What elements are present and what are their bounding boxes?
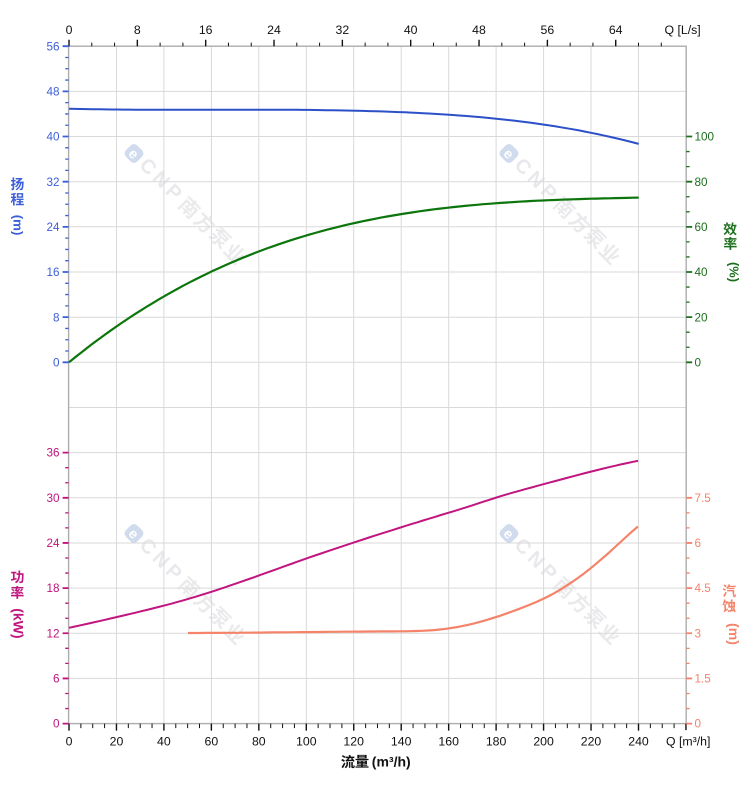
svg-text:40: 40 [404,23,418,37]
svg-text:24: 24 [46,537,60,550]
svg-text:0: 0 [66,23,73,37]
svg-text:36: 36 [46,447,59,460]
svg-text:160: 160 [438,734,459,748]
svg-text:(m³/h): (m³/h) [372,754,411,770]
svg-text:(%): (%) [727,262,742,282]
svg-text:32: 32 [46,176,59,189]
svg-text:48: 48 [472,23,486,37]
svg-text:0: 0 [53,356,60,369]
svg-text:48: 48 [46,86,59,99]
svg-text:16: 16 [199,23,213,37]
svg-text:7.5: 7.5 [695,492,712,505]
svg-text:6: 6 [53,673,60,686]
svg-text:(m): (m) [11,215,26,236]
svg-text:12: 12 [46,627,59,640]
svg-text:1.5: 1.5 [695,673,712,686]
svg-text:220: 220 [581,734,602,748]
svg-text:8: 8 [53,311,60,324]
svg-text:180: 180 [486,734,507,748]
svg-text:(kW): (kW) [11,608,27,638]
svg-text:8: 8 [134,23,141,37]
svg-text:200: 200 [533,734,554,748]
svg-text:40: 40 [157,734,171,748]
svg-text:40: 40 [46,131,60,144]
svg-text:60: 60 [695,221,709,234]
svg-text:(m): (m) [726,623,742,645]
svg-text:60: 60 [205,734,219,748]
svg-text:0: 0 [53,718,60,731]
svg-text:80: 80 [252,734,266,748]
svg-text:24: 24 [46,221,60,234]
svg-text:Q [L/s]: Q [L/s] [665,23,701,37]
svg-text:6: 6 [695,537,702,550]
svg-text:0: 0 [66,734,73,748]
svg-text:80: 80 [695,176,709,189]
svg-text:Q [m³/h]: Q [m³/h] [666,734,710,748]
svg-text:100: 100 [695,131,715,144]
svg-text:140: 140 [391,734,412,748]
svg-text:20: 20 [110,734,124,748]
svg-text:56: 56 [46,40,59,53]
svg-text:0: 0 [695,356,702,369]
svg-text:100: 100 [296,734,317,748]
svg-text:18: 18 [46,582,59,595]
svg-text:3: 3 [695,627,702,640]
svg-text:20: 20 [695,311,709,324]
svg-text:40: 40 [695,266,709,279]
svg-text:56: 56 [541,23,555,37]
svg-text:32: 32 [336,23,350,37]
svg-text:16: 16 [46,266,59,279]
svg-text:120: 120 [343,734,364,748]
svg-text:30: 30 [46,492,60,505]
svg-text:24: 24 [267,23,281,37]
svg-text:0: 0 [695,718,702,731]
svg-text:64: 64 [609,23,623,37]
svg-text:240: 240 [628,734,649,748]
svg-text:4.5: 4.5 [695,582,712,595]
